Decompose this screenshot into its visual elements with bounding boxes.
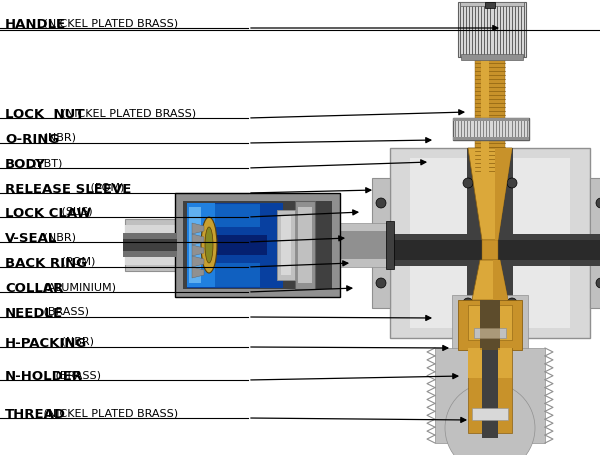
Circle shape [376,198,386,208]
Bar [482,348,498,438]
Bar [461,54,523,60]
Circle shape [445,383,535,455]
Bar [260,203,282,287]
Bar [175,193,340,297]
Text: (BRASS): (BRASS) [40,307,89,317]
Bar [123,239,177,251]
Text: (NBR): (NBR) [40,232,76,242]
Polygon shape [192,245,204,256]
Text: COLLAR: COLLAR [5,282,64,295]
Text: (NICKEL PLATED BRASS): (NICKEL PLATED BRASS) [58,108,196,118]
Bar [183,201,332,289]
Ellipse shape [201,217,217,273]
Bar [372,240,600,260]
Bar [277,210,295,280]
Bar [390,148,590,338]
Text: BACK RING: BACK RING [5,257,87,270]
Bar [410,158,570,328]
Bar [480,300,500,350]
Polygon shape [493,260,508,300]
Bar [452,295,528,355]
Text: HANDLE: HANDLE [5,18,66,31]
Text: (SUS): (SUS) [58,207,92,217]
Polygon shape [192,223,204,234]
Text: (PBT): (PBT) [29,158,62,168]
Bar [315,223,390,267]
Bar [298,207,312,283]
Circle shape [507,178,517,188]
Bar [187,203,215,287]
Bar [453,137,529,140]
Text: LOCK CLAW: LOCK CLAW [5,207,91,220]
Bar [460,2,524,6]
Text: V-SEAL: V-SEAL [5,232,58,245]
Bar [481,57,489,172]
Bar [468,348,512,433]
Circle shape [596,278,600,288]
Ellipse shape [205,227,213,263]
Bar [453,118,529,140]
Text: LOCK  NUT: LOCK NUT [5,108,85,121]
Bar [187,203,282,287]
Text: (NBR): (NBR) [40,133,76,143]
Bar [207,227,267,263]
Text: BODY: BODY [5,158,46,171]
Bar [386,221,394,269]
Text: (POM): (POM) [58,257,95,267]
Text: (NICKEL PLATED BRASS): (NICKEL PLATED BRASS) [40,408,178,418]
Text: H-PACKING: H-PACKING [5,337,87,350]
Text: RELEASE SLEEVE: RELEASE SLEEVE [5,183,131,196]
Circle shape [507,298,517,308]
Bar [125,219,177,271]
Bar [372,234,600,266]
Bar [480,300,500,350]
Bar [453,118,529,121]
Bar [125,225,177,265]
Polygon shape [472,260,508,300]
Circle shape [463,178,473,188]
Polygon shape [192,234,204,245]
Bar [458,300,522,350]
Bar [458,2,526,57]
Bar [468,348,512,378]
Text: NEEDLE: NEEDLE [5,307,63,320]
Text: (NICKEL PLATED BRASS): (NICKEL PLATED BRASS) [40,18,178,28]
Bar [295,201,315,289]
Text: (ALUMINIUM): (ALUMINIUM) [40,282,116,292]
Bar [189,207,201,283]
Polygon shape [192,256,204,267]
Bar [435,348,545,443]
Bar [123,233,177,257]
Bar [372,178,390,308]
Circle shape [596,198,600,208]
Text: O-RING: O-RING [5,133,59,146]
Text: THREAD: THREAD [5,408,66,421]
Bar [485,2,495,8]
Text: (NBR): (NBR) [58,337,94,347]
Bar [281,215,291,275]
Text: N-HOLDER: N-HOLDER [5,370,83,383]
Bar [125,235,177,255]
Bar [207,235,267,255]
Bar [475,55,505,175]
Bar [315,231,390,259]
Polygon shape [192,267,204,278]
Circle shape [463,298,473,308]
Text: (POM): (POM) [88,183,125,193]
Circle shape [376,278,386,288]
Bar [482,240,498,260]
Text: (BRASS): (BRASS) [52,370,101,380]
Polygon shape [495,148,512,240]
Bar [467,148,513,338]
Bar [590,178,600,308]
Polygon shape [468,148,512,240]
Bar [472,408,508,420]
Bar [468,305,512,340]
Bar [474,328,506,338]
